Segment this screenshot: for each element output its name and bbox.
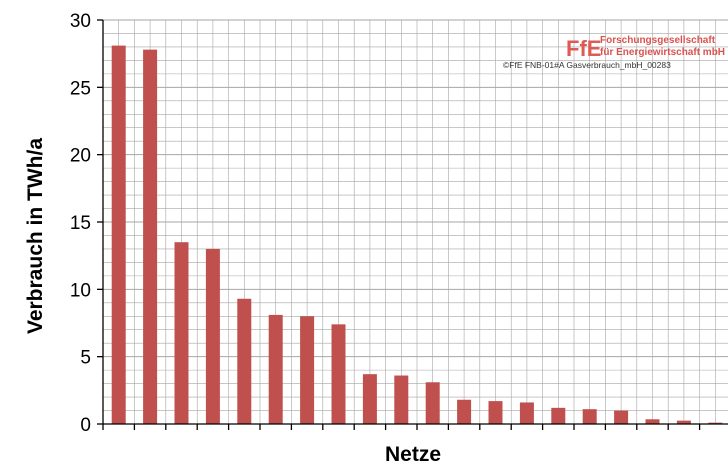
bar <box>237 298 252 424</box>
bar <box>582 409 597 424</box>
chart-grid <box>103 19 728 424</box>
y-axis-title: Verbrauch in TWh/a <box>24 138 47 334</box>
bar <box>425 382 440 424</box>
bar <box>268 314 283 424</box>
x-axis-title: Netze <box>385 443 441 466</box>
ffe-logo-line1: Forschungsgesellschaft <box>600 35 716 46</box>
bar <box>488 401 503 424</box>
bar <box>551 407 566 424</box>
bar <box>205 248 220 424</box>
bar <box>676 420 691 424</box>
y-tick-label: 0 <box>80 415 91 436</box>
bar <box>519 402 534 424</box>
y-tick-label: 10 <box>70 280 91 301</box>
bar <box>174 242 189 424</box>
y-tick-label: 30 <box>70 11 91 32</box>
bar <box>708 422 723 424</box>
y-tick-label: 20 <box>70 146 91 167</box>
y-tick-label: 5 <box>80 348 91 369</box>
ffe-logo-mark: FfE <box>566 36 601 61</box>
bar <box>331 324 346 424</box>
copyright-caption: ©FfE FNB-01#A Gasverbrauch_mbH_00283 <box>503 60 671 70</box>
y-tick-labels: 0 5 10 15 20 25 30 <box>70 11 91 436</box>
ffe-logo: FfE Forschungsgesellschaft für Energiewi… <box>566 35 725 61</box>
bar <box>645 419 660 424</box>
ffe-logo-line2: für Energiewirtschaft mbH <box>600 47 725 58</box>
y-tick-label: 25 <box>70 78 91 99</box>
bar <box>362 374 377 424</box>
chart-axes <box>97 19 728 430</box>
bar <box>143 49 158 424</box>
bar <box>300 316 315 424</box>
bar <box>111 45 126 424</box>
bar <box>614 410 629 424</box>
y-tick-label: 15 <box>70 213 91 234</box>
bar <box>457 399 472 424</box>
bar <box>394 375 409 424</box>
bar-series <box>111 45 723 424</box>
